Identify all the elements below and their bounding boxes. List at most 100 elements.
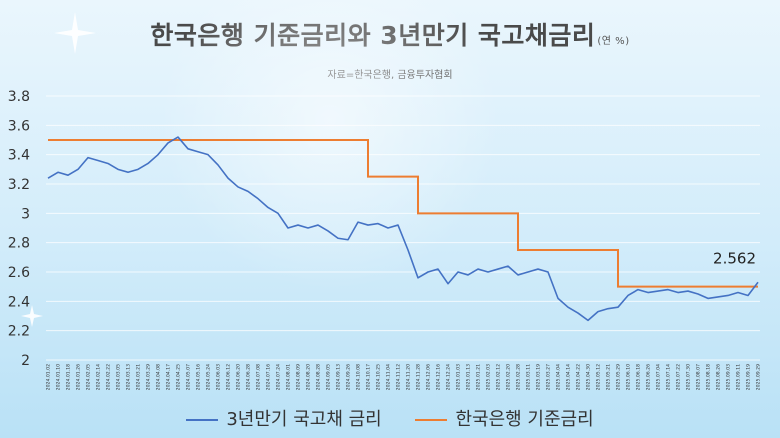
x-tick-label: 2024.08.28 — [316, 364, 322, 390]
x-tick-label: 2025.05.21 — [606, 364, 612, 390]
y-tick-label: 2.6 — [8, 265, 30, 281]
x-tick-label: 2024.05.24 — [206, 364, 212, 390]
x-tick-label: 2025.06.10 — [626, 364, 632, 390]
x-tick-label: 2025.07.14 — [666, 364, 672, 390]
x-tick-label: 2024.06.03 — [216, 364, 222, 390]
x-tick-label: 2024.01.26 — [76, 364, 82, 390]
x-tick-label: 2025.09.29 — [756, 364, 762, 390]
x-tick-label: 2024.07.08 — [256, 364, 262, 390]
x-tick-label: 2025.02.12 — [496, 364, 502, 390]
x-tick-label: 2025.01.21 — [476, 364, 482, 390]
y-tick-label: 3.8 — [8, 89, 30, 105]
x-tick-label: 2024.10.08 — [356, 364, 362, 390]
x-tick-label: 2024.02.05 — [86, 364, 92, 390]
x-tick-label: 2025.05.12 — [596, 364, 602, 390]
x-tick-label: 2025.04.22 — [576, 364, 582, 390]
x-tick-label: 2025.04.30 — [586, 364, 592, 390]
x-tick-label: 2024.05.16 — [196, 364, 202, 390]
x-tick-label: 2024.09.05 — [326, 364, 332, 390]
legend-item-bond: 3년만기 국고채 금리 — [186, 405, 382, 431]
x-tick-label: 2025.09.11 — [736, 364, 742, 390]
legend-swatch-base-rate — [415, 419, 448, 421]
x-tick-label: 2024.03.05 — [116, 364, 122, 390]
x-tick-label: 2024.02.14 — [96, 364, 102, 390]
x-tick-label: 2025.02.03 — [486, 364, 492, 390]
y-tick-label: 3.4 — [8, 148, 30, 164]
data-label: 2.562 — [713, 250, 756, 268]
x-tick-label: 2024.06.12 — [226, 364, 232, 390]
legend-label-bond: 3년만기 국고채 금리 — [226, 409, 382, 430]
x-tick-label: 2025.08.18 — [706, 364, 712, 390]
y-tick-label: 3.2 — [8, 177, 30, 193]
x-tick-label: 2024.03.21 — [136, 364, 142, 390]
x-tick-label: 2024.12.24 — [446, 364, 452, 390]
x-tick-label: 2025.09.03 — [726, 364, 732, 390]
legend-label-base-rate: 한국은행 기준금리 — [455, 409, 594, 430]
x-tick-label: 2025.08.07 — [696, 364, 702, 390]
y-tick-label: 2 — [21, 353, 30, 369]
x-tick-label: 2024.04.17 — [166, 364, 172, 390]
sparkle-decoration — [21, 12, 96, 327]
x-tick-label: 2024.04.25 — [176, 364, 182, 390]
x-tick-label: 2024.07.24 — [276, 364, 282, 390]
x-tick-label: 2024.12.16 — [436, 364, 442, 390]
x-tick-label: 2024.06.20 — [236, 364, 242, 390]
x-tick-label: 2025.06.26 — [646, 364, 652, 390]
gridlines — [46, 95, 760, 361]
x-tick-label: 2024.10.17 — [366, 364, 372, 390]
x-tick-label: 2024.04.08 — [156, 364, 162, 390]
x-tick-label: 2024.01.18 — [66, 364, 72, 390]
x-tick-label: 2024.08.01 — [286, 364, 292, 390]
x-tick-label: 2025.02.20 — [506, 364, 512, 390]
y-tick-label: 3.6 — [8, 118, 30, 134]
x-tick-label: 2025.03.11 — [526, 364, 532, 390]
x-tick-label: 2024.08.09 — [296, 364, 302, 390]
legend-item-base-rate: 한국은행 기준금리 — [415, 405, 594, 431]
x-tick-label: 2024.07.16 — [266, 364, 272, 390]
x-tick-label: 2024.11.28 — [416, 364, 422, 390]
x-tick-label: 2024.01.02 — [46, 364, 52, 390]
x-tick-label: 2025.07.22 — [676, 364, 682, 390]
x-tick-label: 2024.10.25 — [376, 364, 382, 390]
x-tick-label: 2025.05.29 — [616, 364, 622, 390]
legend: 3년만기 국고채 금리 한국은행 기준금리 — [0, 405, 780, 431]
x-tick-label: 2024.03.13 — [126, 364, 132, 390]
x-tick-label: 2024.06.28 — [246, 364, 252, 390]
x-tick-label: 2024.11.12 — [396, 364, 402, 390]
x-tick-label: 2025.04.04 — [556, 364, 562, 390]
x-tick-label: 2024.09.13 — [336, 364, 342, 390]
x-tick-label: 2024.03.29 — [146, 364, 152, 390]
x-tick-label: 2024.11.04 — [386, 364, 392, 390]
legend-swatch-bond — [186, 419, 219, 421]
background-glow — [160, 0, 500, 290]
annotations: 2.562 — [713, 250, 756, 268]
x-tick-label: 2025.04.14 — [566, 364, 572, 390]
y-tick-label: 3 — [21, 206, 30, 222]
x-tick-label: 2025.01.13 — [466, 364, 472, 390]
series-line-bond — [47, 136, 759, 322]
x-tick-label: 2024.12.06 — [426, 364, 432, 390]
x-tick-label: 2025.07.04 — [656, 364, 662, 390]
x-axis: 2024.01.02 2024.01.10 2024.01.18 2024.01.26… — [46, 364, 762, 390]
x-tick-label: 2025.09.19 — [746, 364, 752, 390]
unit-label: (연 %) — [597, 36, 630, 47]
x-tick-label: 2025.01.03 — [456, 364, 462, 390]
x-tick-label: 2024.11.20 — [406, 364, 412, 390]
y-tick-label: 2.8 — [8, 236, 30, 252]
x-tick-label: 2024.02.22 — [106, 364, 112, 390]
x-tick-label: 2025.07.30 — [686, 364, 692, 390]
x-tick-label: 2025.03.27 — [546, 364, 552, 390]
x-tick-label: 2025.02.28 — [516, 364, 522, 390]
y-axis: 2 2.2 2.4 2.6 2.8 3 3.2 3.4 3.6 3.8 — [8, 89, 30, 369]
x-tick-label: 2025.03.19 — [536, 364, 542, 390]
series-lines — [47, 136, 759, 322]
y-tick-label: 2.2 — [8, 324, 30, 340]
y-tick-label: 2.4 — [8, 294, 30, 310]
x-tick-label: 2024.09.26 — [346, 364, 352, 390]
x-tick-label: 2024.05.07 — [186, 364, 192, 390]
x-tick-label: 2025.08.26 — [716, 364, 722, 390]
x-tick-label: 2025.06.18 — [636, 364, 642, 390]
x-tick-label: 2024.08.20 — [306, 364, 312, 390]
